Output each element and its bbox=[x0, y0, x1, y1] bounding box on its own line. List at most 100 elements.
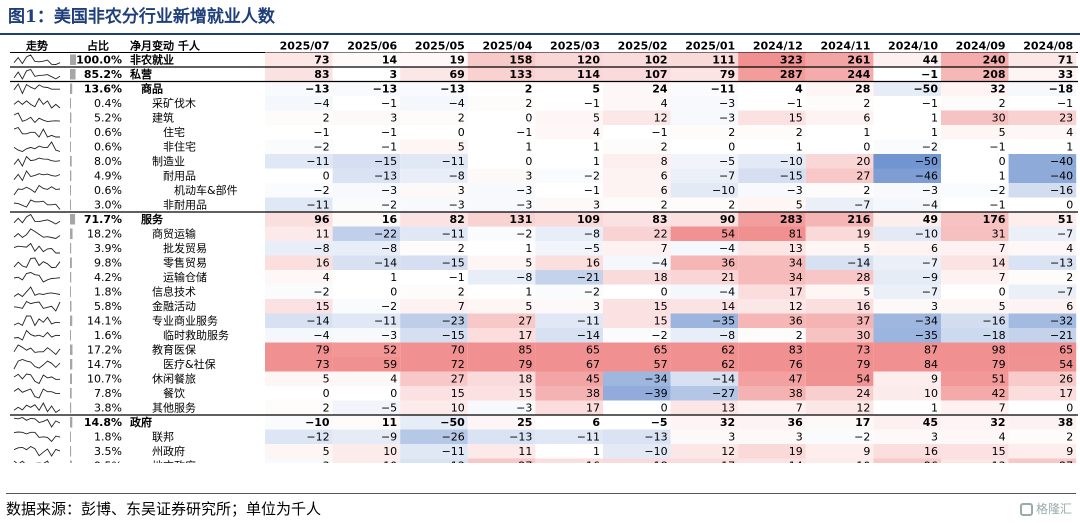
value-cell: −26 bbox=[442, 431, 465, 444]
value-cell: 20 bbox=[856, 155, 870, 168]
value-cell: −1 bbox=[989, 141, 1005, 154]
value-cell: −27 bbox=[712, 387, 735, 400]
header-name: 净月变动 千人 bbox=[130, 39, 201, 53]
heat-cell bbox=[400, 168, 468, 183]
value-cell: −4 bbox=[922, 199, 938, 212]
value-cell: 2 bbox=[796, 329, 803, 342]
heat-cell bbox=[738, 110, 806, 125]
value-cell: −11 bbox=[306, 199, 329, 212]
value-cell: 65 bbox=[654, 344, 668, 357]
value-cell: 0 bbox=[1066, 402, 1073, 415]
sparkline bbox=[13, 329, 61, 341]
value-cell: 287 bbox=[780, 68, 803, 81]
value-cell: 244 bbox=[847, 68, 870, 81]
heat-cell bbox=[805, 444, 874, 459]
value-cell: −1 bbox=[381, 97, 397, 110]
value-cell: 1 bbox=[999, 170, 1006, 183]
heat-cell bbox=[805, 154, 874, 169]
heat-cell bbox=[873, 342, 941, 357]
value-cell: 2 bbox=[525, 97, 532, 110]
share-value: 3.8% bbox=[94, 402, 122, 415]
heat-cell bbox=[670, 154, 739, 169]
share-value: 9.8% bbox=[94, 257, 122, 270]
heat-cell bbox=[332, 313, 401, 328]
value-cell: 3 bbox=[390, 112, 397, 125]
value-cell: 24 bbox=[652, 83, 668, 96]
value-cell: −13 bbox=[374, 170, 397, 183]
heat-cell bbox=[738, 400, 806, 415]
value-cell: 3 bbox=[931, 300, 938, 313]
value-cell: −10 bbox=[915, 228, 938, 241]
heat-cell bbox=[941, 429, 1009, 444]
heat-cell bbox=[467, 270, 536, 285]
value-cell: −4 bbox=[719, 286, 735, 299]
heat-cell bbox=[603, 270, 671, 285]
heat-cell bbox=[332, 357, 401, 372]
watermark-text: 格隆汇 bbox=[1035, 502, 1072, 516]
heat-cell bbox=[738, 255, 806, 270]
heat-cell bbox=[941, 67, 1009, 82]
share-value: 1.6% bbox=[94, 329, 122, 342]
heat-cell bbox=[332, 241, 401, 256]
header-month: 2025/07 bbox=[280, 40, 330, 53]
sparkline bbox=[13, 170, 61, 182]
heat-cell bbox=[332, 444, 401, 459]
share-bar bbox=[70, 431, 71, 442]
value-cell: −8 bbox=[381, 242, 397, 255]
heat-cell bbox=[738, 429, 806, 444]
heat-cell bbox=[738, 284, 806, 299]
value-cell: 85 bbox=[518, 344, 532, 357]
row-label: 住宅 bbox=[163, 125, 185, 139]
value-cell: 27 bbox=[518, 460, 532, 464]
heat-cell bbox=[332, 299, 401, 314]
heat-cell bbox=[738, 168, 806, 183]
heat-cell bbox=[265, 154, 333, 169]
value-cell: 3 bbox=[390, 68, 398, 81]
value-cell: −2 bbox=[854, 431, 870, 444]
value-cell: 14 bbox=[789, 460, 803, 464]
heat-cell bbox=[670, 429, 739, 444]
heat-cell bbox=[873, 328, 941, 343]
value-cell: 18 bbox=[518, 373, 532, 386]
heat-cell bbox=[805, 357, 874, 372]
heat-cell bbox=[738, 67, 806, 82]
heat-cell bbox=[805, 67, 874, 82]
row-label: 非耐用品 bbox=[163, 199, 207, 212]
row-label: 金融活动 bbox=[152, 299, 196, 313]
value-cell: 17 bbox=[1059, 387, 1073, 400]
heat-cell bbox=[535, 328, 603, 343]
heat-cell bbox=[265, 342, 333, 357]
sparkline bbox=[13, 344, 61, 356]
heat-cell bbox=[805, 96, 874, 111]
value-cell: 79 bbox=[720, 68, 735, 81]
share-bar bbox=[70, 257, 72, 268]
value-cell: −32 bbox=[1050, 315, 1073, 328]
share-bar bbox=[70, 170, 72, 181]
value-cell: 15 bbox=[518, 387, 532, 400]
share-value: 0.6% bbox=[94, 184, 122, 197]
value-cell: 2 bbox=[661, 199, 668, 212]
sparkline bbox=[13, 155, 61, 167]
heat-cell bbox=[941, 400, 1009, 415]
heat-cell bbox=[941, 255, 1009, 270]
value-cell: 3 bbox=[458, 184, 465, 197]
heat-cell bbox=[805, 371, 874, 386]
value-cell: 49 bbox=[923, 213, 938, 226]
heat-cell bbox=[670, 458, 739, 463]
value-cell: −2 bbox=[584, 170, 600, 183]
heat-cell bbox=[265, 67, 333, 82]
heat-cell bbox=[265, 197, 333, 212]
value-cell: 2 bbox=[458, 112, 465, 125]
value-cell: 79 bbox=[992, 358, 1006, 371]
value-cell: −1 bbox=[584, 184, 600, 197]
heat-cell bbox=[805, 110, 874, 125]
value-cell: 82 bbox=[449, 213, 464, 226]
heat-cell bbox=[603, 357, 671, 372]
value-cell: −2 bbox=[584, 286, 600, 299]
value-cell: 28 bbox=[856, 271, 870, 284]
row-label: 专业商业服务 bbox=[152, 314, 218, 328]
value-cell: 2 bbox=[863, 184, 870, 197]
value-cell: 0 bbox=[728, 141, 735, 154]
value-cell: 0 bbox=[999, 286, 1006, 299]
heat-cell bbox=[332, 168, 401, 183]
